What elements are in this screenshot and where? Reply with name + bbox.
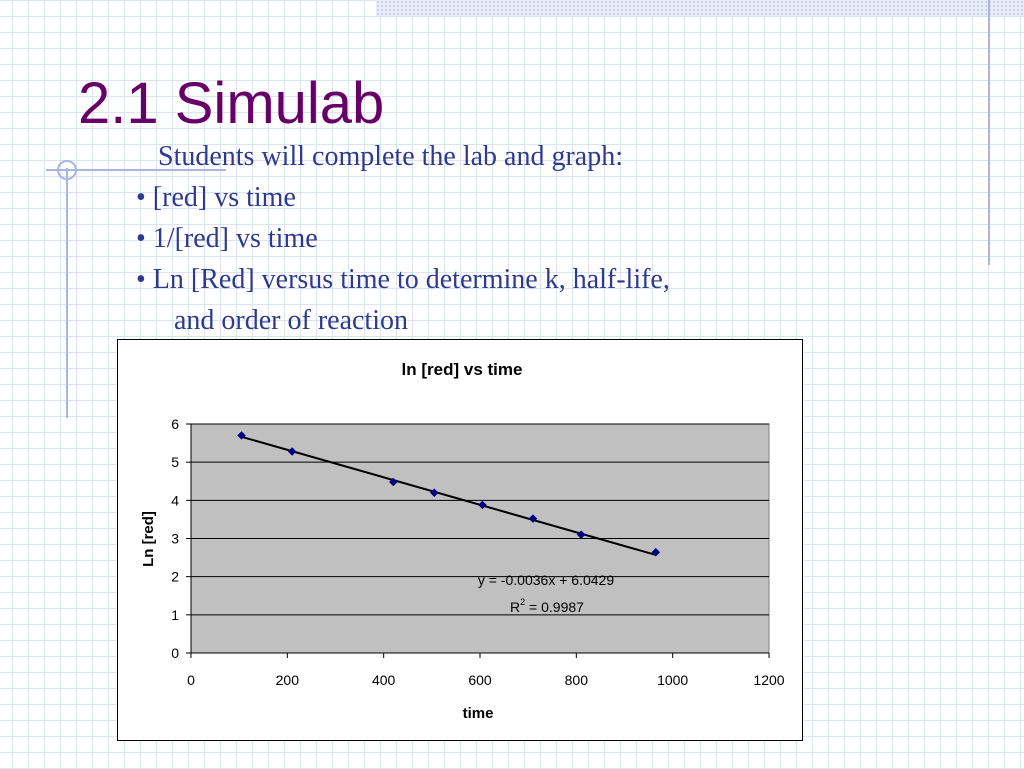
decorative-horizontal-line (46, 169, 226, 171)
y-tick-label: 0 (171, 645, 179, 661)
r2-base: R (510, 599, 520, 615)
y-tick-label: 2 (171, 569, 179, 585)
decorative-vertical-line-right (988, 0, 990, 265)
decorative-vertical-line-left (66, 168, 68, 418)
chart-title: ln [red] vs time (402, 360, 523, 379)
data-point (237, 431, 246, 440)
y-axis-label: Ln [red] (140, 511, 157, 567)
x-tick-label: 0 (187, 672, 195, 688)
slide-body: Students will complete the lab and graph… (136, 136, 836, 341)
r-squared-label: R2 = 0.9987 (510, 597, 584, 615)
y-tick-label: 5 (171, 454, 179, 470)
x-tick-label: 600 (468, 672, 492, 688)
y-axis-ticks: 0 1 2 3 4 5 6 (171, 416, 191, 661)
gridlines (191, 423, 769, 616)
intro-text: Students will complete the lab and graph… (158, 141, 624, 172)
data-point (576, 530, 586, 540)
x-tick-label: 1200 (753, 672, 784, 688)
data-point (429, 488, 439, 498)
x-tick-label: 800 (565, 672, 589, 688)
y-tick-label: 1 (171, 607, 179, 623)
x-tick-label: 400 (372, 672, 396, 688)
bullet-item: • Ln [Red] versus time to determine k, h… (136, 264, 670, 295)
decorative-circle-icon (57, 160, 77, 180)
x-tick-label: 200 (276, 672, 300, 688)
data-point (388, 477, 398, 487)
y-tick-label: 6 (171, 416, 179, 432)
y-tick-label: 3 (171, 531, 179, 547)
trendline-equation: y = -0.0036x + 6.0429 (478, 572, 614, 588)
x-tick-label: 1000 (657, 672, 688, 688)
r2-superscript: 2 (520, 597, 525, 607)
slide-title: 2.1 Simulab (78, 71, 385, 136)
data-points (237, 431, 661, 557)
r2-value: = 0.9987 (525, 599, 584, 615)
data-point (287, 447, 297, 456)
trendline (241, 435, 657, 556)
bullet-item: • 1/[red] vs time (136, 223, 318, 254)
data-point (528, 514, 538, 524)
header-decoration-band (376, 0, 1024, 16)
data-point (651, 547, 661, 557)
bullet-item: • [red] vs time (136, 182, 296, 213)
y-tick-label: 4 (171, 492, 179, 508)
x-axis-label: time (463, 705, 494, 722)
x-axis-ticks: 0 200 400 600 800 1000 1200 (187, 653, 785, 688)
chart-frame: ln [red] vs time 0 1 2 3 4 5 6 0 200 400 600 800 10… (117, 339, 803, 741)
data-point (478, 500, 487, 510)
bullet-continuation: and order of reaction (174, 305, 408, 336)
